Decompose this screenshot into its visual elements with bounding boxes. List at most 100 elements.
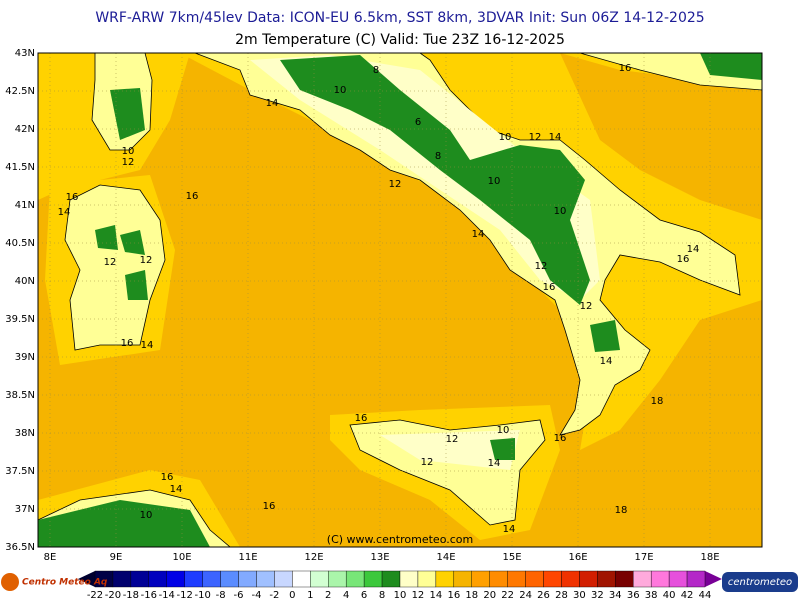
colorbar-label: 12: [412, 590, 425, 600]
colorbar-swatch: [184, 570, 203, 588]
colorbar-swatch: [435, 570, 455, 588]
contour-label: 14: [141, 340, 154, 351]
colorbar-swatch: [417, 570, 437, 588]
axes: 43N 42.5N 42N 41.5N 41N 40.5N 40N 39.5N 39N 38.5N…: [5, 48, 719, 563]
lat-label: 40.5N: [5, 238, 35, 249]
colorbar-swatch: [328, 570, 347, 588]
colorbar-swatch: [579, 570, 598, 588]
colorbar-swatch: [363, 570, 383, 588]
colorbar-label: 2: [325, 590, 331, 600]
colorbar-label: -4: [251, 590, 261, 600]
colorbar-label: 14: [430, 590, 443, 600]
contour-label: 14: [503, 524, 516, 535]
colorbar-label: 0: [289, 590, 295, 600]
logo-left: Centro Meteo Aq: [22, 578, 108, 588]
colorbar-swatch: [292, 570, 311, 588]
lat-label: 39.5N: [5, 314, 35, 325]
contour-label: 12: [535, 261, 548, 272]
colorbar-label: 30: [573, 590, 586, 600]
colorbar-label: -12: [177, 590, 193, 600]
contour-label: 16: [161, 472, 174, 483]
contour-label: 14: [266, 98, 279, 109]
contour-label: 16: [66, 192, 79, 203]
colorbar-swatch: [310, 570, 329, 588]
lon-label: 15E: [502, 552, 521, 563]
colorbar-label: -2: [269, 590, 279, 600]
colorbar-label: -14: [159, 590, 175, 600]
colorbar-swatch: [130, 570, 150, 588]
lat-label: 37.5N: [5, 466, 35, 477]
colorbar-label: 10: [394, 590, 407, 600]
contour-label: 16: [677, 254, 690, 265]
contour-label: 14: [472, 229, 485, 240]
colorbar-label: 24: [519, 590, 532, 600]
land-10-12: [250, 55, 600, 470]
lon-label: 10E: [172, 552, 191, 563]
lat-label: 41N: [15, 200, 35, 211]
colorbar-label: 4: [343, 590, 349, 600]
lon-label: 16E: [568, 552, 587, 563]
colorbar-swatch: [633, 570, 652, 588]
lon-label: 9E: [110, 552, 123, 563]
lon-label: 17E: [634, 552, 653, 563]
colorbar-swatch: [471, 570, 490, 588]
colorbar-label: 32: [591, 590, 604, 600]
colorbar-swatch: [525, 570, 544, 588]
colorbar-arrow-left: [78, 571, 95, 587]
contour-label: 6: [415, 117, 421, 128]
colorbar-label: 40: [663, 590, 676, 600]
contour-label: 16: [355, 413, 368, 424]
colorbar-label: 22: [501, 590, 514, 600]
contour-label: 16: [543, 282, 556, 293]
contour-label: 16: [121, 338, 134, 349]
colorbar-label: 18: [465, 590, 478, 600]
contour-label: 14: [549, 132, 562, 143]
lat-label: 42.5N: [5, 86, 35, 97]
map-border: [37, 52, 763, 548]
colorbar-label: 6: [361, 590, 367, 600]
lat-label: 37N: [15, 504, 35, 515]
contour-label: 14: [687, 244, 700, 255]
colorbar-swatch: [238, 570, 257, 588]
copyright: (C) www.centrometeo.com: [327, 533, 473, 546]
contour-label: 10: [497, 425, 510, 436]
colorbar-swatch: [381, 570, 401, 588]
contour-label: 12: [580, 301, 593, 312]
colorbar-swatch: [650, 570, 670, 588]
contour-label: 10: [122, 146, 135, 157]
lat-label: 42N: [15, 124, 35, 135]
contour-label: 18: [651, 396, 664, 407]
colorbar-swatch: [166, 570, 185, 588]
title: WRF-ARW 7km/45lev Data: ICON-EU 6.5km, S…: [95, 10, 704, 26]
colorbar-label: 36: [627, 590, 640, 600]
colorbar-swatch: [453, 570, 472, 588]
colorbar-label: 26: [537, 590, 550, 600]
colorbar-arrow-right: [705, 571, 722, 587]
lat-label: 36.5N: [5, 542, 35, 553]
contour-label: 10: [488, 176, 501, 187]
colorbar-swatch: [561, 570, 580, 588]
colorbar-label: 44: [699, 590, 712, 600]
colorbar-label: 34: [609, 590, 622, 600]
logo-right: centrometeo: [728, 577, 792, 588]
colorbar-swatch: [148, 570, 167, 588]
contour-label: 10: [334, 85, 347, 96]
contour-label: 16: [619, 63, 632, 74]
lon-label: 18E: [700, 552, 719, 563]
contour-label: 16: [186, 191, 199, 202]
colorbar-label: 20: [483, 590, 496, 600]
subtitle: 2m Temperature (C) Valid: Tue 23Z 16-12-…: [235, 32, 565, 48]
lat-label: 40N: [15, 276, 35, 287]
contour-label: 12: [446, 434, 459, 445]
contour-label: 12: [389, 179, 402, 190]
colorbar-swatch: [507, 570, 526, 588]
lat-label: 38N: [15, 428, 35, 439]
colorbar-swatch: [256, 570, 275, 588]
colorbar-swatch: [112, 570, 132, 588]
lon-label: 11E: [238, 552, 257, 563]
colorbar-swatch: [202, 570, 221, 588]
lon-label: 13E: [370, 552, 389, 563]
